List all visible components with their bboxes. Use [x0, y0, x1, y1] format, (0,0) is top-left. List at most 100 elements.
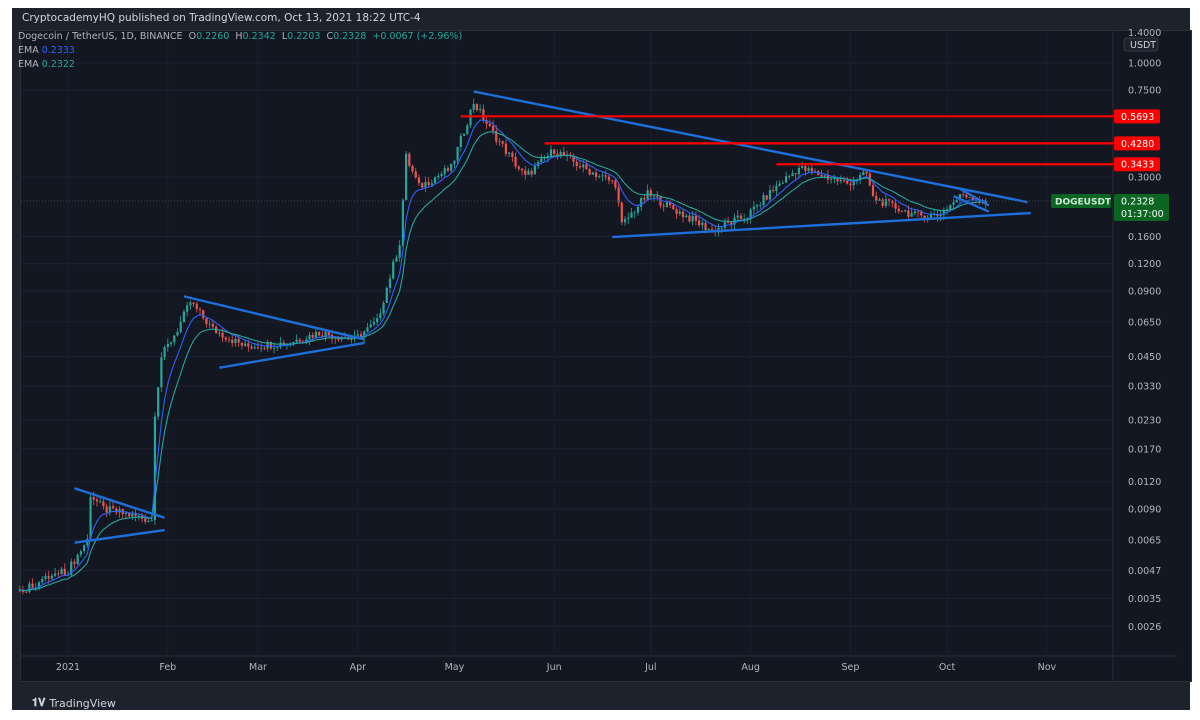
- candle-body: [797, 167, 801, 175]
- candle-body: [137, 515, 140, 517]
- x-tick-label: Aug: [741, 662, 760, 673]
- candle-body: [836, 178, 839, 182]
- candle-body: [508, 152, 511, 154]
- candle-body: [739, 215, 743, 219]
- y-tick-label: 0.1600: [1128, 232, 1161, 243]
- candle-body: [878, 199, 881, 201]
- candle-body: [44, 576, 47, 579]
- candle-body: [900, 211, 904, 213]
- candle-body: [765, 195, 768, 200]
- candle-body: [720, 227, 723, 229]
- candle-body: [28, 583, 31, 592]
- candle-body: [379, 313, 382, 319]
- candle-body: [475, 103, 479, 111]
- candle-body: [405, 153, 408, 200]
- candle-body: [572, 156, 575, 162]
- candle-body: [128, 512, 131, 517]
- candle-body: [704, 222, 707, 231]
- candle-body: [727, 222, 730, 223]
- candle-body: [147, 520, 150, 522]
- candle-body: [952, 202, 955, 205]
- candle-body: [923, 215, 926, 220]
- candle-body: [376, 318, 379, 323]
- candle-body: [623, 218, 627, 223]
- last-price-label: 0.2328: [1121, 196, 1154, 207]
- candle-body: [179, 321, 182, 332]
- candle-body: [662, 205, 665, 207]
- candle-body: [949, 204, 952, 210]
- x-tick-label: Sep: [842, 662, 860, 673]
- candle-body: [582, 164, 585, 168]
- x-tick-label: Apr: [350, 662, 367, 673]
- candle-body: [482, 109, 485, 121]
- x-tick-label: Jul: [644, 662, 656, 673]
- candle-body: [965, 194, 968, 198]
- currency-label: USDT: [1130, 40, 1156, 51]
- candle-body: [884, 199, 887, 206]
- y-tick-label: 0.3000: [1128, 172, 1161, 183]
- candle-body: [321, 335, 324, 338]
- candle-body: [247, 343, 250, 347]
- candle-body: [698, 220, 701, 226]
- candle-body: [962, 194, 965, 196]
- candle-body: [633, 212, 636, 214]
- candle-body: [936, 214, 939, 217]
- y-tick-label: 0.0026: [1128, 622, 1161, 633]
- close-label: C: [326, 31, 334, 42]
- level-price-label: 0.3433: [1121, 160, 1154, 171]
- candle-body: [189, 302, 192, 306]
- x-tick-label: Oct: [939, 662, 956, 673]
- candle-body: [76, 554, 79, 565]
- candle-body: [540, 158, 543, 163]
- candle-body: [160, 357, 163, 388]
- candle-body: [942, 209, 945, 215]
- candle-body: [958, 194, 962, 201]
- candle-body: [636, 206, 640, 213]
- candle-body: [311, 334, 314, 338]
- candle-body: [253, 347, 256, 349]
- y-tick-label: 0.0900: [1128, 286, 1161, 297]
- x-tick-label: Jun: [546, 662, 562, 673]
- candle-body: [846, 180, 849, 184]
- y-tick-label: 0.0120: [1128, 477, 1161, 488]
- candle-body: [292, 341, 295, 344]
- candle-body: [401, 199, 404, 246]
- candle-body: [433, 177, 437, 184]
- candle-body: [237, 338, 240, 343]
- chart-area[interactable]: [20, 30, 1192, 682]
- candle-body: [620, 202, 623, 223]
- candle-body: [173, 335, 176, 343]
- trendline: [183, 295, 365, 341]
- candle-body: [762, 195, 765, 205]
- candle-body: [169, 342, 173, 344]
- candle-body: [308, 334, 311, 340]
- ema2-line: [19, 131, 986, 592]
- candle-body: [240, 342, 243, 346]
- candle-body: [701, 222, 704, 226]
- trendline: [219, 341, 365, 369]
- candle-body: [920, 211, 923, 216]
- candle-body: [479, 109, 482, 111]
- candle-body: [424, 181, 427, 188]
- candle-body: [131, 513, 134, 517]
- candle-body: [491, 125, 495, 131]
- candle-body: [888, 199, 891, 201]
- y-tick-label: 0.0650: [1128, 317, 1161, 328]
- candle-body: [543, 157, 546, 159]
- candle-body: [749, 209, 752, 218]
- candle-body: [234, 338, 237, 343]
- x-tick-label: 2021: [56, 662, 80, 673]
- candle-body: [652, 196, 656, 197]
- candle-body: [102, 501, 105, 507]
- candle-body: [211, 323, 214, 327]
- candle-body: [150, 520, 153, 521]
- x-tick-label: May: [445, 662, 465, 673]
- chart-frame: CryptocademyHQ published on TradingView.…: [12, 8, 1192, 710]
- candle-body: [614, 180, 617, 188]
- trendline: [959, 187, 990, 207]
- trendline: [74, 528, 165, 544]
- candle-body: [421, 183, 424, 188]
- ema2-value: 0.2322: [41, 59, 75, 70]
- candle-body: [585, 164, 588, 170]
- candle-body: [788, 175, 791, 177]
